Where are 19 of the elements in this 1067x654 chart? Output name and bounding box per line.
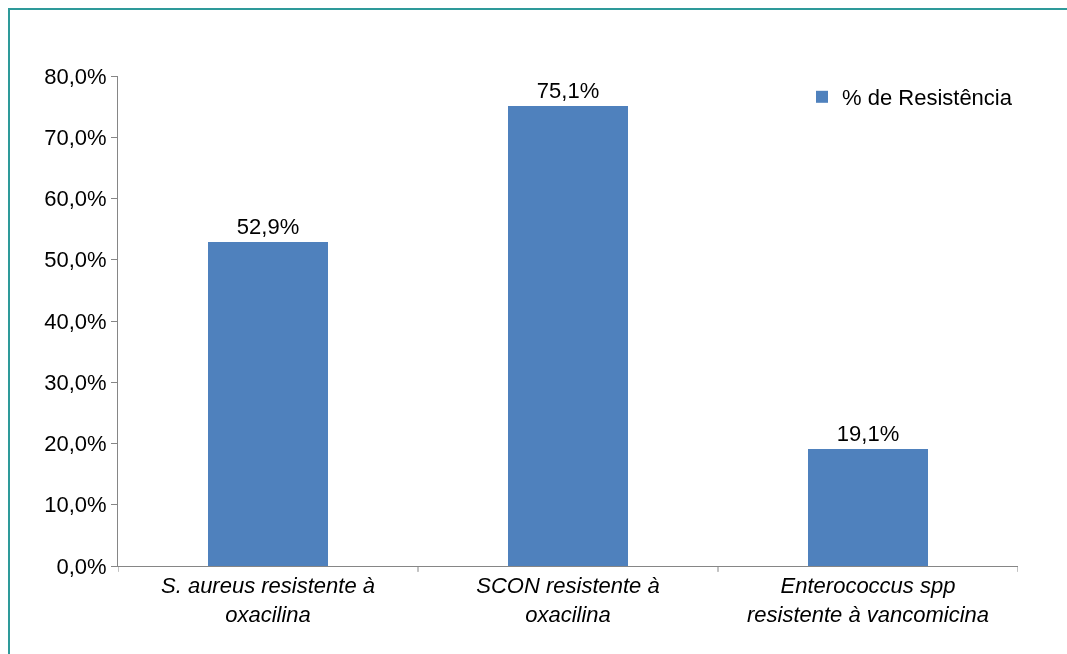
y-tick-label: 60,0% xyxy=(44,186,107,212)
y-tick-label: 30,0% xyxy=(44,369,107,395)
x-tick-label: Enterococcus spp resistente à vancomicina xyxy=(746,573,990,627)
y-tick-label: 40,0% xyxy=(44,308,107,334)
y-tick-label: 50,0% xyxy=(44,247,107,273)
y-tick-label: 20,0% xyxy=(44,431,107,457)
y-tick-label: 10,0% xyxy=(44,492,107,518)
data-label: 19,1% xyxy=(836,421,900,447)
legend-label: % de Resistência xyxy=(842,85,1013,111)
bar xyxy=(208,241,328,566)
data-label: 75,1% xyxy=(536,78,600,104)
bar xyxy=(808,449,928,566)
y-tick-label: 0,0% xyxy=(56,553,107,579)
x-tick-label: S. aureus resistente à oxacilina xyxy=(160,573,376,627)
data-label: 52,9% xyxy=(236,213,300,239)
y-tick-label: 70,0% xyxy=(44,124,107,150)
y-tick-label: 80,0% xyxy=(44,63,107,89)
bar xyxy=(508,106,628,566)
x-tick-label: SCON resistente à oxacilina xyxy=(476,573,660,627)
